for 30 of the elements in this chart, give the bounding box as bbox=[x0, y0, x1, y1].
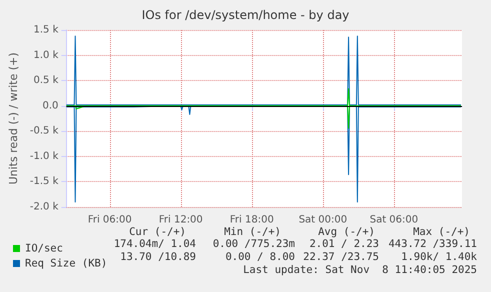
text: Min (-/+) bbox=[224, 226, 281, 238]
text: 443.72 /339.11 bbox=[388, 238, 477, 250]
x-tick-label: Sat 00:00 bbox=[298, 214, 348, 226]
text: Cur (-/+) bbox=[129, 226, 186, 238]
y-tick-label: 1.0 k bbox=[34, 50, 59, 61]
text: 13.70 /10.89 bbox=[120, 251, 196, 263]
text: Avg (-/+) bbox=[318, 226, 375, 238]
y-tick-label: -1.0 k bbox=[30, 150, 59, 162]
text: Max (-/+) bbox=[413, 226, 470, 238]
y-tick-label: -2.0 k bbox=[30, 202, 59, 212]
text: 0.00 / 8.00 bbox=[225, 251, 295, 263]
y-tick-label: 0.5 k bbox=[34, 75, 59, 86]
text: Last update: Sat Nov 8 11:40:05 2025 bbox=[243, 264, 477, 276]
x-tick-label: Fri 06:00 bbox=[88, 214, 132, 226]
chart-title: IOs for /dev/system/home - by day bbox=[142, 8, 350, 22]
legend-label: Req Size (KB) bbox=[25, 258, 108, 270]
x-tick-label: Sat 06:00 bbox=[370, 214, 418, 226]
x-tick-label: Fri 18:00 bbox=[230, 214, 274, 226]
y-tick-label: -0.5 k bbox=[30, 126, 59, 137]
text: 2.01 / 2.23 bbox=[309, 238, 379, 250]
y-tick-label: 1.5 k bbox=[34, 24, 59, 36]
x-tick-label: Fri 12:00 bbox=[158, 214, 203, 226]
y-axis-title: Units read (-) / write (+) bbox=[7, 52, 20, 185]
text: 22.37 /23.75 bbox=[303, 251, 379, 263]
y-tick-label: 0.0 bbox=[42, 100, 58, 112]
legend-label: IO/sec bbox=[25, 242, 63, 254]
text: 174.04m/ 1.04 bbox=[114, 238, 196, 250]
y-tick-label: -1.5 k bbox=[30, 176, 59, 188]
text: 1.90k/ 1.40k bbox=[401, 251, 478, 263]
text: 0.00 /775.23m bbox=[212, 238, 295, 250]
